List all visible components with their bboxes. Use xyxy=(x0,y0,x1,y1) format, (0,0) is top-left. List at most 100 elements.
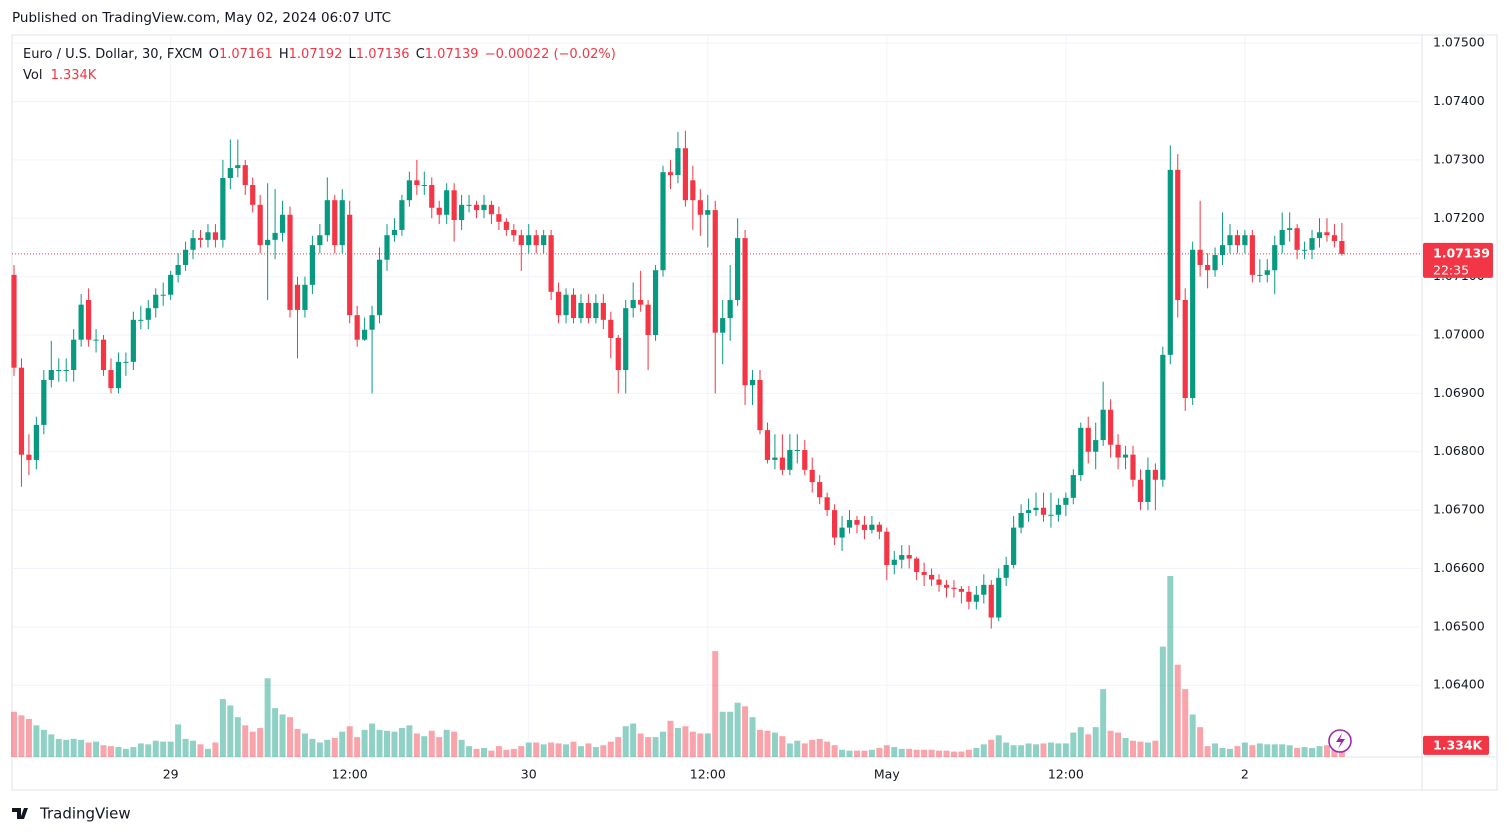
logo[interactable]: TradingView xyxy=(12,805,131,823)
volume-bar xyxy=(93,741,100,757)
candle-body xyxy=(1287,228,1293,230)
x-tick-label: 12:00 xyxy=(1048,767,1084,782)
candle-body xyxy=(1152,469,1158,480)
candle-body xyxy=(294,284,301,310)
volume-bar xyxy=(115,747,122,757)
volume-bar xyxy=(100,745,107,757)
close-value: 1.07139 xyxy=(425,47,479,62)
volume-bar xyxy=(339,731,346,757)
candle-body xyxy=(1197,249,1203,265)
volume-bar xyxy=(749,717,756,757)
candle-body xyxy=(93,339,99,341)
volume-bar xyxy=(458,739,465,757)
candle-body xyxy=(347,214,353,316)
volume-bar xyxy=(1070,732,1077,757)
candle-body xyxy=(891,559,897,565)
candle-body xyxy=(168,274,174,295)
volume-bar xyxy=(757,729,763,757)
candle-body xyxy=(324,200,330,236)
candle-body xyxy=(391,229,398,236)
labels: 1.06400 1.06500 1.06600 1.06700 1.06800 1.069… xyxy=(163,35,1493,782)
candle-body xyxy=(78,304,84,340)
candle-body xyxy=(832,510,838,538)
volume-bar xyxy=(600,745,607,757)
candle-body xyxy=(1130,454,1136,480)
candle-body xyxy=(1190,249,1196,399)
volume-bar xyxy=(645,737,652,757)
volume-bar xyxy=(257,728,264,757)
candle-body xyxy=(332,200,338,246)
candle-body xyxy=(809,469,815,483)
close-key: C xyxy=(416,47,425,62)
volume-bar xyxy=(1033,744,1040,757)
candle-body xyxy=(130,319,136,362)
candle-body xyxy=(235,165,241,169)
volume-bar xyxy=(384,730,390,757)
open-value: 1.07161 xyxy=(219,47,273,62)
candle-body xyxy=(1227,235,1233,246)
volume-bar xyxy=(555,743,562,757)
lightning-icon[interactable] xyxy=(1328,729,1352,753)
candle-body xyxy=(921,571,927,575)
candle-body xyxy=(309,245,315,285)
volume-bar xyxy=(473,748,480,757)
candle-body xyxy=(406,180,412,201)
candle-body xyxy=(279,214,286,233)
volume-bar xyxy=(809,739,816,757)
candle-body xyxy=(1205,264,1211,271)
candle-body xyxy=(1033,507,1039,511)
candle-body xyxy=(1167,169,1173,355)
volume-bar xyxy=(1189,714,1196,757)
candle-body xyxy=(108,370,114,389)
volume-bar xyxy=(518,746,525,757)
volume-bar xyxy=(853,750,860,757)
volume-bar xyxy=(540,744,547,757)
candle-body xyxy=(839,527,845,538)
volume-bar xyxy=(764,730,771,757)
candle-body xyxy=(623,308,629,371)
candle-body xyxy=(720,318,726,333)
candle-body xyxy=(41,379,47,425)
volume-bar xyxy=(510,748,517,757)
y-tick-label: 1.06700 xyxy=(1433,502,1485,517)
candle-body xyxy=(764,430,771,460)
volume-bar xyxy=(1167,576,1174,757)
volume-bar xyxy=(264,678,271,757)
volume-bar xyxy=(137,743,144,757)
candle-body xyxy=(399,200,405,230)
volume-bar xyxy=(1025,743,1032,757)
candle-body xyxy=(421,185,427,187)
candle-body xyxy=(272,232,278,240)
candle-body xyxy=(1175,169,1181,300)
volume-bar xyxy=(122,748,129,757)
candle-body xyxy=(257,204,263,246)
candle-body xyxy=(735,238,741,300)
volume-bar xyxy=(1309,747,1316,757)
volume-bar xyxy=(1047,742,1054,757)
candle-body xyxy=(175,264,181,275)
candle-body xyxy=(652,270,659,336)
volume-bar xyxy=(652,737,659,757)
y-tick-label: 1.07400 xyxy=(1433,93,1485,108)
volume-bar xyxy=(436,737,443,757)
volume-bar xyxy=(1219,747,1226,757)
candle-body xyxy=(645,304,651,336)
candle-body xyxy=(369,315,375,330)
volume-bar xyxy=(316,742,323,757)
volume-bar xyxy=(451,731,458,757)
candle-body xyxy=(1331,235,1338,242)
volume-bar xyxy=(824,741,831,757)
candle-body xyxy=(414,180,420,186)
volume-bar xyxy=(1182,689,1189,757)
volume-bar xyxy=(107,746,114,757)
volume-bar xyxy=(921,749,928,757)
candle-body xyxy=(160,294,166,296)
volume-bar xyxy=(376,729,383,757)
volume-bar xyxy=(55,738,62,757)
volume-bar xyxy=(876,747,883,757)
y-tick-label: 1.06900 xyxy=(1433,385,1485,400)
volume-label: 1.334K xyxy=(1433,737,1484,752)
candle-body xyxy=(779,457,785,470)
